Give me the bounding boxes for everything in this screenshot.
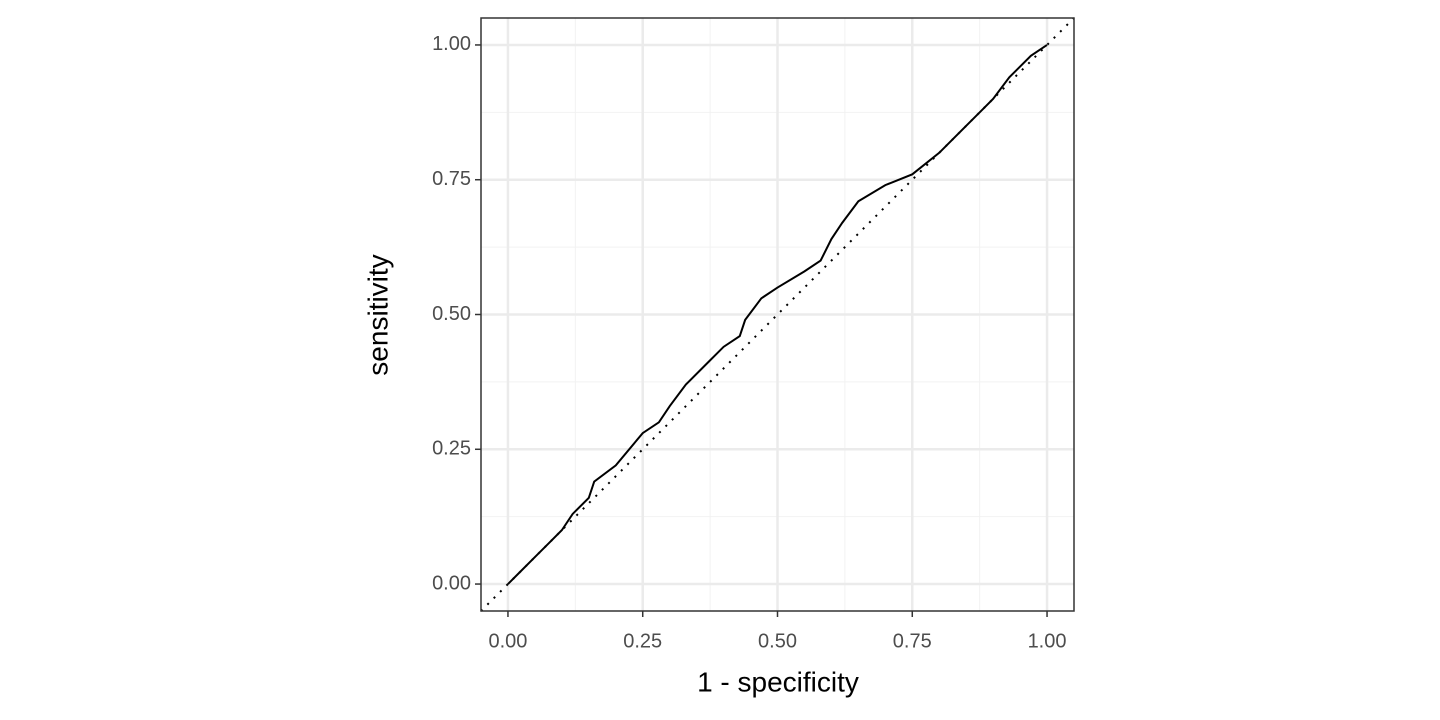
roc-line bbox=[507, 44, 1048, 585]
x-axis-title: 1 - specificity bbox=[697, 666, 859, 697]
y-tick-label: 0.50 bbox=[432, 303, 471, 325]
y-tick-label: 0.00 bbox=[432, 572, 471, 594]
x-tick-label: 0.00 bbox=[488, 630, 527, 652]
x-tick-label: 0.75 bbox=[893, 630, 932, 652]
y-tick-label: 0.75 bbox=[432, 168, 471, 190]
x-tick-label: 1.00 bbox=[1028, 630, 1067, 652]
x-tick-label: 0.25 bbox=[623, 630, 662, 652]
y-axis-title: sensitivity bbox=[362, 254, 393, 375]
x-tick-label: 0.50 bbox=[758, 630, 797, 652]
y-tick-label: 1.00 bbox=[432, 33, 471, 55]
y-tick-label: 0.25 bbox=[432, 438, 471, 460]
panel-border bbox=[480, 17, 1075, 612]
